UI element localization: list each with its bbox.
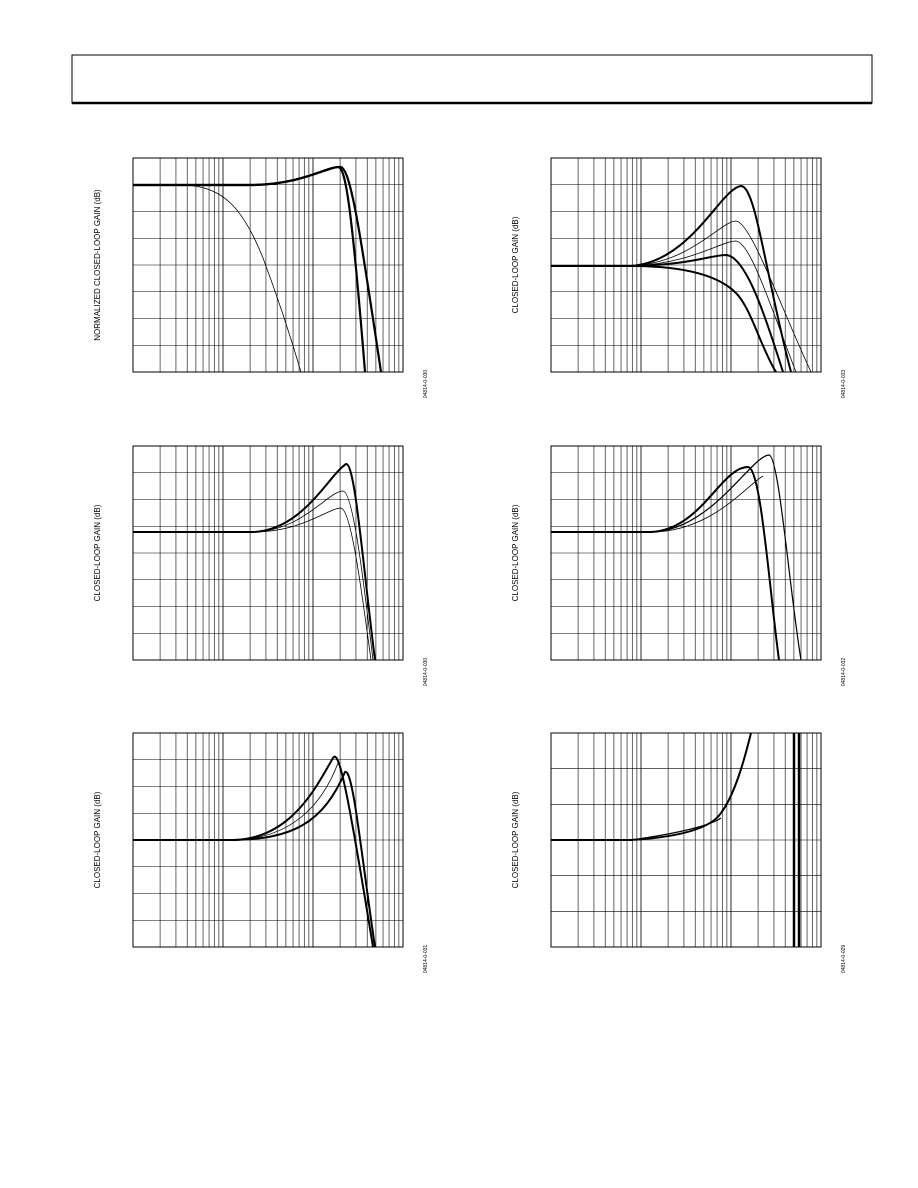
y-axis-label: CLOSED-LOOP GAIN (dB) xyxy=(511,216,520,313)
response-curve xyxy=(551,733,752,841)
response-curve xyxy=(133,762,339,841)
y-axis-label: CLOSED-LOOP GAIN (dB) xyxy=(511,504,520,601)
y-axis-label: CLOSED-LOOP GAIN (dB) xyxy=(511,791,520,888)
response-curve xyxy=(551,817,722,841)
curves xyxy=(551,733,801,947)
figure: CLOSED-LOOP GAIN (dB) 04814-0-030 xyxy=(93,445,429,687)
response-curve xyxy=(551,240,797,372)
figure: CLOSED-LOOP GAIN (dB) 04814-0-032 xyxy=(511,445,847,687)
plot-frame xyxy=(550,445,822,661)
response-curve xyxy=(133,755,374,947)
response-curve xyxy=(133,770,376,947)
curves xyxy=(133,462,376,660)
figure-code: 04814-0-031 xyxy=(423,945,429,974)
response-curve xyxy=(551,454,802,660)
figure: NORMALIZED CLOSED-LOOP GAIN (dB) 04814-0-… xyxy=(93,157,429,399)
response-curve xyxy=(133,184,302,372)
figure-code: 04814-0-029 xyxy=(841,945,847,974)
response-curve xyxy=(133,462,376,660)
figure: CLOSED-LOOP GAIN (dB) 04814-0-033 xyxy=(511,157,847,399)
y-axis-label: CLOSED-LOOP GAIN (dB) xyxy=(93,791,102,888)
response-curve xyxy=(551,465,780,660)
response-curve xyxy=(133,165,367,372)
response-curve xyxy=(133,507,372,660)
response-curve xyxy=(551,253,784,372)
response-curve xyxy=(551,220,812,372)
header-box xyxy=(71,54,873,104)
curves xyxy=(133,755,376,947)
curves xyxy=(551,184,812,372)
figure-code: 04814-0-033 xyxy=(841,370,847,399)
figure: CLOSED-LOOP GAIN (dB) 04814-0-029 xyxy=(511,732,847,974)
response-curve xyxy=(551,475,764,533)
response-curve xyxy=(551,265,777,372)
figure-code: 04814-0-030 xyxy=(423,370,429,399)
plot-frame xyxy=(132,445,404,661)
figure-code: 04814-0-032 xyxy=(841,658,847,687)
y-axis-label: CLOSED-LOOP GAIN (dB) xyxy=(93,504,102,601)
response-curve xyxy=(133,165,383,372)
response-curve xyxy=(133,490,374,660)
figure-code: 04814-0-030 xyxy=(423,658,429,687)
curves xyxy=(133,165,383,372)
response-curve xyxy=(551,184,792,372)
plot-frame xyxy=(132,157,404,373)
curves xyxy=(551,454,802,660)
y-axis-label: NORMALIZED CLOSED-LOOP GAIN (dB) xyxy=(93,189,102,341)
figure: CLOSED-LOOP GAIN (dB) 04814-0-031 xyxy=(93,732,429,974)
